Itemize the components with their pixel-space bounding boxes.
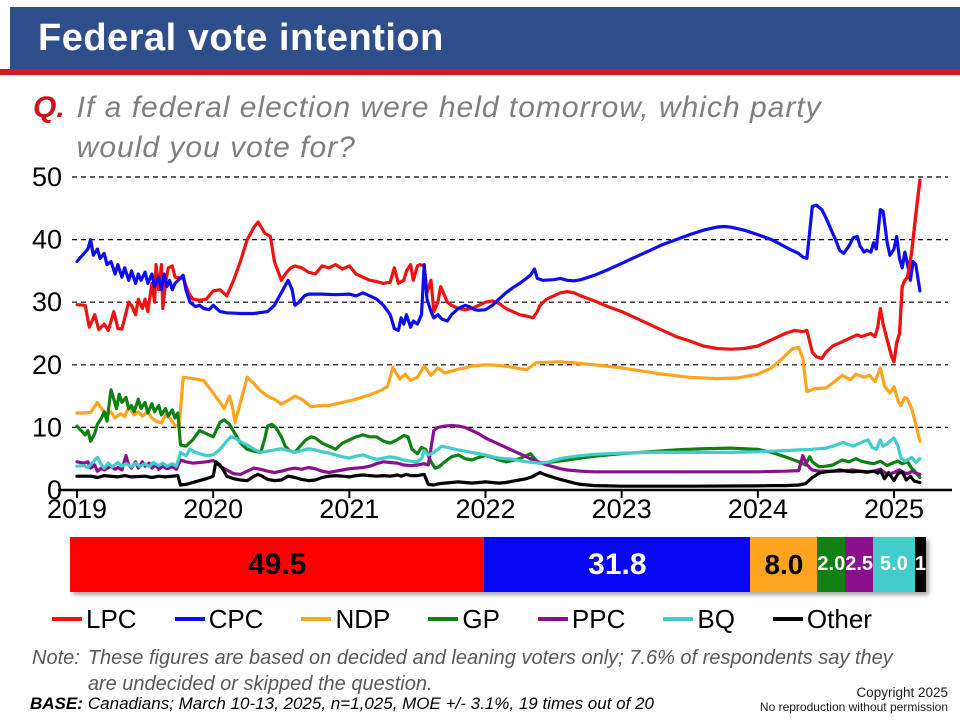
- series-bq: [75, 435, 922, 470]
- copyright-line: Copyright 2025: [856, 685, 948, 700]
- legend-swatch-icon: [301, 617, 332, 621]
- base-label: BASE:: [30, 694, 83, 713]
- legend-item-bq: BQ: [663, 604, 735, 635]
- x-tick-label: 2021: [319, 494, 379, 520]
- legend-item-other: Other: [772, 603, 872, 635]
- bar-segment-value: 5.0: [880, 553, 908, 575]
- result-bar: 49.5 31.8 8.0 2.0 2.5 5.0 1: [70, 537, 926, 592]
- bar-segment-bq: 5.0: [873, 537, 915, 592]
- legend-label: Other: [806, 603, 872, 634]
- note-text: These figures are based on decided and l…: [87, 647, 893, 695]
- legend-swatch-icon: [52, 617, 82, 621]
- legend-label: NDP: [335, 603, 391, 634]
- x-tick-label: 2022: [455, 494, 515, 520]
- legend-label: BQ: [697, 603, 735, 634]
- legend-item-ndp: NDP: [301, 604, 390, 635]
- y-tick-label: 40: [32, 225, 62, 255]
- bar-segment-gp: 2.0: [817, 537, 846, 592]
- base-text: Canadians; March 10-13, 2025, n=1,025, M…: [87, 694, 654, 713]
- bar-segment-value: 8.0: [764, 548, 804, 580]
- x-tick-label: 2023: [592, 494, 652, 520]
- bar-segment-cpc: 31.8: [484, 537, 751, 592]
- copyright-notice: No reproduction without permission: [759, 700, 948, 714]
- question-block: Q. If a federal election were held tomor…: [33, 88, 897, 168]
- legend-label: CPC: [208, 603, 264, 634]
- header-divider: [0, 69, 960, 75]
- legend-item-lpc: LPC: [52, 604, 137, 635]
- base-line: BASE: Canadians; March 10-13, 2025, n=1,0…: [30, 694, 654, 714]
- legend-item-ppc: PPC: [537, 603, 626, 635]
- note-label: Note:: [32, 647, 80, 669]
- x-tick-label: 2019: [47, 494, 107, 520]
- header-band: Federal vote intention: [10, 7, 960, 69]
- legend-label: GP: [462, 603, 500, 634]
- vote-trend-chart: 0 10 20 30 40 50 2019 2020 2021 2022 2023 2024 2025: [32, 162, 952, 520]
- y-tick-label: 50: [32, 162, 62, 192]
- bar-segment-lpc: 49.5: [70, 537, 485, 592]
- x-tick-label: 2024: [728, 494, 788, 520]
- series-ndp: [75, 345, 922, 443]
- x-tick-label: 2020: [183, 494, 243, 520]
- copyright-block: Copyright 2025 No reproduction without p…: [760, 685, 948, 714]
- bar-segment-value: 1: [914, 553, 926, 575]
- bar-segment-ndp: 8.0: [750, 537, 818, 592]
- note-block: Note: These figures are based on decided…: [32, 645, 918, 697]
- bar-segment-other: 1: [914, 537, 926, 592]
- legend-swatch-icon: [772, 617, 803, 621]
- legend-swatch-icon: [537, 617, 568, 621]
- legend-swatch-icon: [174, 617, 205, 621]
- bar-segment-value: 31.8: [588, 547, 647, 581]
- legend-item-gp: GP: [428, 604, 500, 635]
- series-cpc: [75, 203, 922, 332]
- series-lpc: [75, 178, 922, 364]
- series-lpc-tail: [885, 178, 922, 364]
- legend-label: PPC: [571, 603, 626, 634]
- legend-item-cpc: CPC: [174, 603, 264, 635]
- question-prefix: Q.: [33, 91, 65, 124]
- series-gp: [75, 388, 922, 480]
- x-tick-label: 2025: [864, 494, 924, 520]
- y-tick-label: 30: [32, 287, 62, 317]
- y-tick-label: 0: [47, 475, 62, 505]
- y-tick-label: 20: [32, 350, 62, 380]
- bar-segment-value: 2.0: [817, 553, 846, 575]
- series-other: [75, 460, 922, 488]
- legend-swatch-icon: [663, 617, 694, 621]
- legend-label: LPC: [86, 603, 137, 634]
- bar-segment-value: 49.5: [247, 547, 307, 581]
- bar-segment-ppc: 2.5: [845, 537, 874, 592]
- bar-segment-value: 2.5: [845, 553, 874, 575]
- legend-swatch-icon: [428, 617, 459, 621]
- page-title: Federal vote intention: [38, 17, 444, 59]
- question-text: If a federal election were held tomorrow…: [76, 91, 822, 164]
- chart-legend: LPC CPC NDP GP PPC BQ Other: [52, 602, 872, 636]
- y-tick-label: 10: [32, 412, 62, 442]
